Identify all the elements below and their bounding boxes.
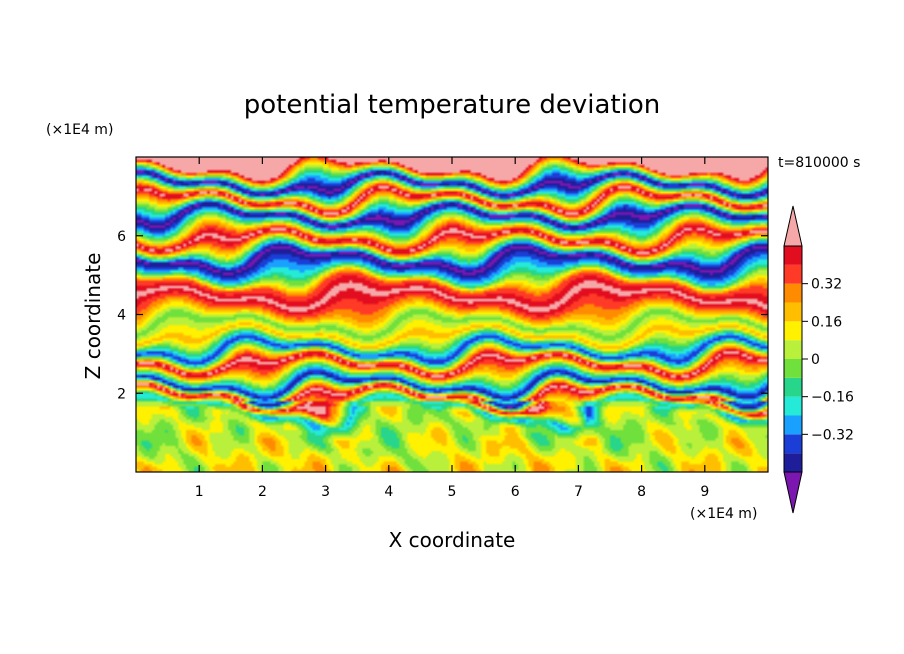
y-axis-label: Z coordinate (81, 253, 105, 380)
x-tick-label: 9 (700, 484, 709, 500)
x-tick-label: 8 (637, 484, 646, 500)
colorbar-tick-label: 0.16 (811, 314, 842, 330)
colorbar-band (784, 359, 802, 378)
colorbar-band (784, 396, 802, 416)
colorbar-band (784, 264, 802, 284)
x-unit-label: (×1E4 m) (690, 506, 757, 522)
x-tick-label: 2 (258, 484, 267, 500)
colorbar-band (784, 321, 802, 341)
colorbar-band (784, 453, 802, 472)
colorbar-tick-label: −0.16 (811, 390, 854, 406)
y-tick-label: 6 (117, 229, 126, 245)
contour-field (136, 157, 768, 472)
y-tick-label: 2 (117, 386, 126, 402)
y-unit-label: (×1E4 m) (46, 122, 113, 138)
colorbar-extend-high (783, 205, 803, 247)
x-tick-label: 6 (511, 484, 520, 500)
time-label: t=810000 s (778, 155, 860, 171)
colorbar-tick-label: −0.32 (811, 427, 854, 443)
chart-title: potential temperature deviation (244, 90, 660, 120)
colorbar-band (784, 434, 802, 454)
axes: 1 2 3 4 5 6 7 8 9 2 4 6 (117, 156, 769, 500)
colorbar-extend-low (783, 471, 803, 514)
colorbar-band (784, 340, 802, 359)
colorbar-tick-label: 0 (811, 352, 820, 368)
colorbar-band (784, 415, 802, 435)
x-tick-label: 3 (321, 484, 330, 500)
colorbar-band (784, 283, 802, 303)
plot-area (136, 157, 768, 472)
y-tick-label: 4 (117, 308, 126, 324)
colorbar-band (784, 302, 802, 322)
x-tick-label: 4 (384, 484, 393, 500)
colorbar-tick-label: 0.32 (811, 277, 842, 293)
x-axis-label: X coordinate (389, 528, 516, 552)
x-tick-label: 7 (574, 484, 583, 500)
colorbar: 0.32 0.16 0 −0.16 −0.32 (783, 205, 854, 514)
colorbar-band (784, 246, 802, 265)
x-tick-label: 5 (448, 484, 457, 500)
x-tick-label: 1 (195, 484, 204, 500)
colorbar-band (784, 377, 802, 397)
